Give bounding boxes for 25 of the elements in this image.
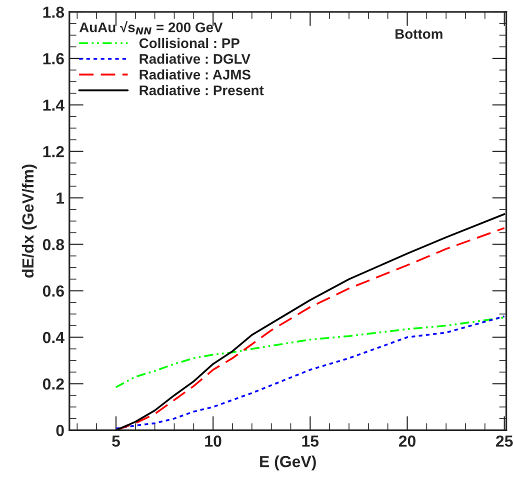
y-tick-label: 1.2 bbox=[43, 146, 64, 158]
y-tick-label: 0 bbox=[56, 424, 64, 436]
x-tick-label: 20 bbox=[398, 435, 416, 447]
x-tick-label: 15 bbox=[302, 436, 319, 447]
line-series bbox=[115, 315, 506, 430]
y-tick-label: 0.6 bbox=[42, 285, 64, 297]
y-tick-label: 0.8 bbox=[42, 238, 64, 250]
y-axis-title: dE/dx (GeV/fm) bbox=[22, 164, 37, 278]
y-tick-label: 0.2 bbox=[42, 378, 64, 390]
x-tick-label: 10 bbox=[205, 435, 222, 447]
y-tick-label: 1.6 bbox=[43, 53, 64, 64]
legend-label: Radiative : DGLV bbox=[140, 54, 250, 64]
y-tick-label: 1.4 bbox=[43, 100, 64, 111]
x-tick-label: 25 bbox=[496, 435, 513, 447]
legend-label: Radiative : Present bbox=[140, 85, 264, 96]
y-tick-label: 1.8 bbox=[43, 6, 64, 18]
x-axis-title: E (GeV) bbox=[260, 456, 316, 470]
y-tick-label: 1 bbox=[56, 192, 64, 204]
legend-label: Collisional : PP bbox=[139, 38, 240, 48]
y-tick-label: 0.4 bbox=[42, 332, 64, 344]
legend-title: AuAu √s$_{NN}$ = 200 GeV bbox=[79, 21, 223, 34]
line-series bbox=[115, 316, 506, 388]
legend-label: Radiative : AJMS bbox=[140, 69, 250, 80]
x-tick-label: 5 bbox=[112, 436, 120, 447]
annotation: Bottom bbox=[396, 29, 442, 39]
